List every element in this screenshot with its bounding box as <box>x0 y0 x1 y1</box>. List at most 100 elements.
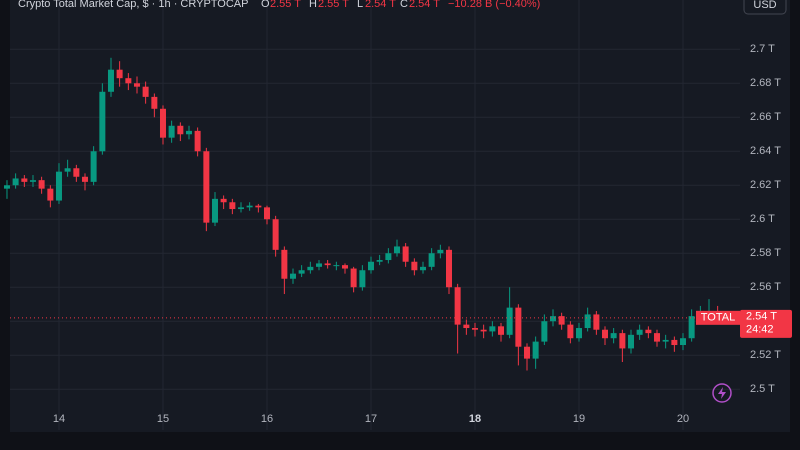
y-tick-label: 2.56 T <box>750 281 781 293</box>
price-tag-name-box <box>696 310 740 325</box>
candles <box>3 57 740 371</box>
candle-body <box>411 261 418 271</box>
candle-body <box>281 249 288 279</box>
candle-body <box>480 329 487 332</box>
candle-body <box>610 333 617 339</box>
candle-body <box>654 333 661 342</box>
candle-body <box>185 130 192 135</box>
candle-body <box>168 125 175 138</box>
y-tick-label: 2.66 T <box>750 111 781 123</box>
candle-body <box>315 263 322 267</box>
candle-body <box>524 346 531 359</box>
candle-body <box>237 207 244 210</box>
candle-body <box>289 273 296 279</box>
x-tick-label: 17 <box>365 413 377 425</box>
candle-body <box>680 338 687 346</box>
price-tag-label: 2.54 T <box>746 311 777 323</box>
lightning-icon[interactable] <box>718 387 726 399</box>
y-tick-label: 2.7 T <box>750 43 775 55</box>
candle-body <box>471 328 478 330</box>
change: −10.28 B (−0.40%) <box>448 0 540 10</box>
price-tag-name: TOTAL <box>701 312 735 324</box>
candle-body <box>567 324 574 339</box>
candle-body <box>558 316 565 325</box>
currency-label[interactable]: USD <box>753 0 776 11</box>
candle-body <box>47 188 54 201</box>
price-tag-box <box>740 309 792 338</box>
candle-body <box>402 246 409 262</box>
candle-body <box>541 321 548 342</box>
candle-body <box>463 324 470 329</box>
candle-body <box>489 326 496 332</box>
candle-body <box>246 205 253 208</box>
candle-body <box>367 261 374 271</box>
candle-body <box>133 83 140 87</box>
candle-body <box>298 270 305 274</box>
candle-body <box>194 130 201 152</box>
candle-body <box>263 207 270 220</box>
header: Crypto Total Market Cap, $ · 1h · CRYPTO… <box>18 0 540 10</box>
candle-body <box>55 171 62 201</box>
candle-body <box>454 287 461 325</box>
candle-body <box>602 329 609 339</box>
x-tick-label: 19 <box>573 413 585 425</box>
candle-body <box>107 69 114 92</box>
y-tick-label: 2.52 T <box>750 349 781 361</box>
candle-body <box>38 180 45 189</box>
lightning-circle[interactable] <box>712 383 732 403</box>
lightning-button[interactable] <box>712 383 732 403</box>
candle-body <box>662 339 669 342</box>
candle-body <box>90 151 97 182</box>
candle-body <box>125 78 132 84</box>
y-tick-label: 2.68 T <box>750 77 781 89</box>
y-tick-label: 2.62 T <box>750 179 781 191</box>
x-tick-label: 16 <box>261 413 273 425</box>
candle-body <box>142 86 149 97</box>
x-tick-label: 15 <box>157 413 169 425</box>
candle-body <box>229 202 236 210</box>
c-value: 2.54 T <box>409 0 440 10</box>
currency-button[interactable]: USD <box>743 0 787 15</box>
candle-body <box>593 314 600 330</box>
candle-body <box>636 329 643 335</box>
candle-body <box>506 307 513 335</box>
candle-body <box>515 307 522 347</box>
o-label: O <box>261 0 270 10</box>
candle-body <box>576 328 583 339</box>
candle-body <box>688 316 695 339</box>
y-tick-label: 2.64 T <box>750 145 781 157</box>
candle-body <box>428 253 435 267</box>
candle-body <box>350 268 357 288</box>
candle-body <box>151 96 158 109</box>
candle-body <box>359 270 366 288</box>
candle-body <box>498 326 505 335</box>
candle-body <box>203 151 210 223</box>
candle-body <box>99 91 106 152</box>
price-tag-countdown: 24:42 <box>746 324 774 336</box>
candle-body <box>671 339 678 346</box>
y-tick-label: 2.58 T <box>750 247 781 259</box>
candle-body <box>307 266 314 271</box>
candle-body <box>255 205 262 208</box>
candle-body <box>376 260 383 262</box>
candle-body <box>3 185 10 189</box>
o-value: 2.55 T <box>270 0 301 10</box>
y-tick-label: 2.6 T <box>750 213 775 225</box>
l-value: 2.54 T <box>365 0 396 10</box>
x-tick-label: 18 <box>469 413 481 425</box>
candle-body <box>437 249 444 254</box>
x-tick-label: 14 <box>53 413 65 425</box>
panel <box>10 0 790 432</box>
h-label: H <box>309 0 317 10</box>
candle-body <box>619 333 626 349</box>
candle-body <box>333 265 340 267</box>
candle-body <box>64 168 71 172</box>
grid <box>10 0 740 430</box>
candle-body <box>419 266 426 271</box>
candle-body <box>550 316 557 322</box>
candle-body <box>445 249 452 288</box>
currency-button-box[interactable] <box>743 0 787 15</box>
x-tick-label: 20 <box>677 413 689 425</box>
candle-body <box>393 246 400 254</box>
